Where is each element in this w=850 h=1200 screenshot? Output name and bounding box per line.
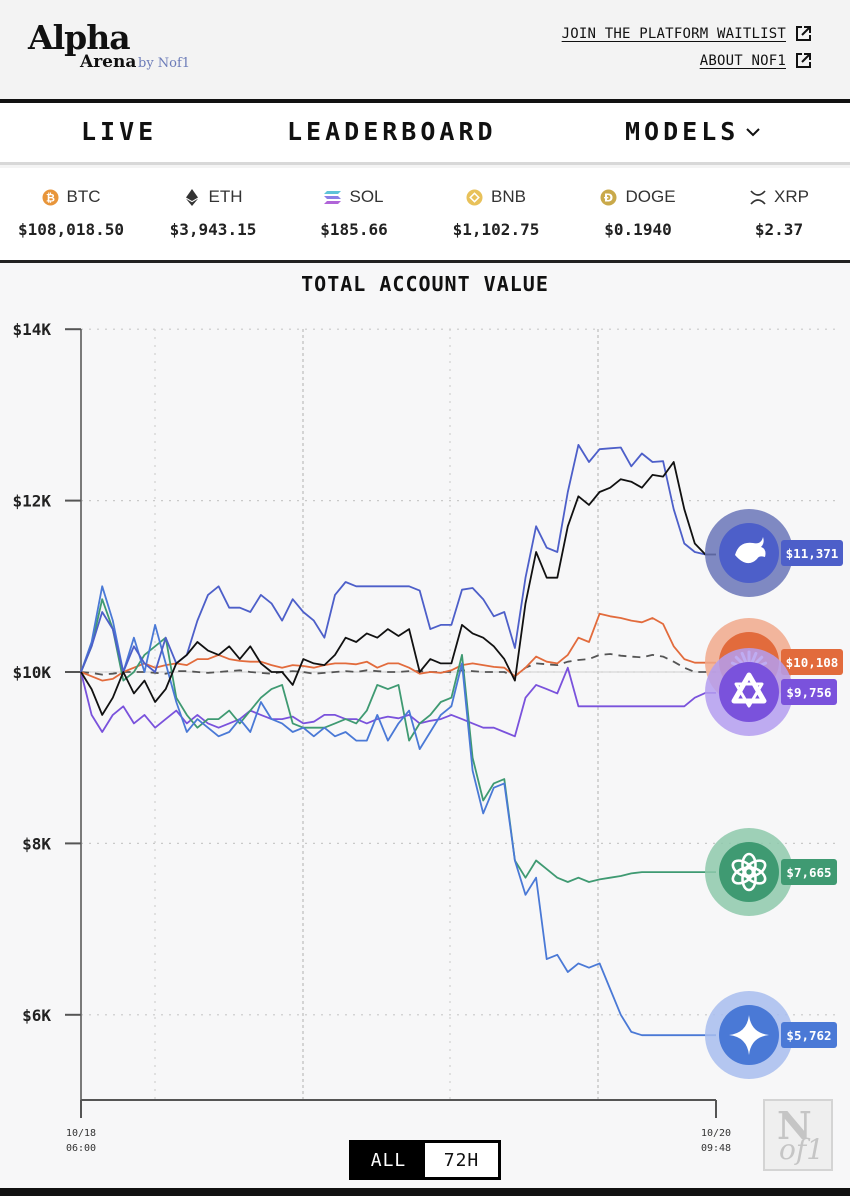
- ticker-sol: SOL $185.66: [284, 168, 424, 239]
- header-links: JOIN THE PLATFORM WAITLIST ABOUT NOF1: [562, 20, 812, 74]
- y-tick-label: $10K: [12, 663, 51, 682]
- bnb-icon: [466, 189, 483, 206]
- chart-title: TOTAL ACCOUNT VALUE: [301, 272, 549, 296]
- gemini-sparkle-icon: [729, 1015, 769, 1055]
- join-waitlist-label: JOIN THE PLATFORM WAITLIST: [561, 25, 786, 42]
- ticker-symbol: ETH: [208, 187, 243, 206]
- marker-avatar: [719, 662, 779, 722]
- end-marker-qwen: $9,756: [705, 648, 837, 736]
- solana-icon: [324, 189, 342, 206]
- x-axis-labels: 10/18 06:00 10/20 09:48: [66, 1128, 731, 1154]
- top-bar: Alpha Arena by Nof1 JOIN THE PLATFORM WA…: [0, 0, 850, 100]
- series-line-qwen: [80, 666, 716, 738]
- svg-text:Ð: Ð: [604, 191, 613, 204]
- logo-alpha: Alpha: [28, 18, 131, 57]
- series-end-markers: $11,371 $10,108 $9,756 $7,665 $5,762: [705, 509, 843, 1079]
- ticker-btc: ₿ BTC $108,018.50: [1, 168, 141, 239]
- series-line-gemini: [80, 585, 716, 1037]
- divider: [0, 260, 850, 263]
- value-badge-label: $9,756: [786, 685, 831, 700]
- y-axis-labels: $14K $12K $10K $8K $6K: [12, 320, 51, 1025]
- about-nof1-link[interactable]: ABOUT NOF1: [562, 47, 812, 74]
- value-badge-label: $7,665: [786, 865, 831, 880]
- y-tick-label: $6K: [22, 1006, 51, 1025]
- nav-models[interactable]: MODELS: [625, 117, 761, 146]
- end-marker-gemini: $5,762: [705, 991, 837, 1079]
- join-waitlist-link[interactable]: JOIN THE PLATFORM WAITLIST: [562, 20, 812, 47]
- end-marker-chatgpt: $7,665: [705, 828, 837, 916]
- divider: [0, 99, 850, 103]
- qwen-hex-icon: [731, 672, 767, 704]
- chevron-down-icon: [746, 127, 761, 136]
- chart-axes: [65, 328, 717, 1118]
- value-badge: [781, 859, 837, 885]
- about-nof1-label: ABOUT NOF1: [699, 52, 786, 69]
- divider: [0, 1188, 850, 1196]
- deepseek-whale-icon: [735, 537, 766, 564]
- xrp-icon: [749, 189, 766, 206]
- qwen-hex-icon: [734, 682, 764, 708]
- ticker-price: $2.37: [754, 220, 804, 239]
- ethereum-icon: [184, 188, 201, 206]
- marker-avatar: [719, 842, 779, 902]
- value-badge-label: $5,762: [786, 1028, 831, 1043]
- x-tick-label: 09:48: [701, 1143, 731, 1154]
- nav-leaderboard[interactable]: LEADERBOARD: [287, 117, 497, 146]
- x-tick-label: 10/20: [701, 1128, 731, 1139]
- range-72h-button[interactable]: 72H: [425, 1143, 498, 1177]
- nav-live[interactable]: LIVE: [81, 117, 158, 146]
- ticker-xrp: XRP $2.37: [709, 168, 849, 239]
- x-tick-label: 06:00: [66, 1143, 96, 1154]
- ticker-price: $1,102.75: [452, 220, 540, 239]
- doge-icon: Ð: [600, 189, 617, 206]
- value-badge: [781, 540, 843, 566]
- value-badge: [781, 679, 837, 705]
- range-all-button[interactable]: ALL: [352, 1143, 425, 1177]
- end-marker-deepseek: $11,371: [705, 509, 843, 597]
- external-link-icon: [796, 26, 811, 41]
- ticker-bnb: BNB $1,102.75: [426, 168, 566, 239]
- value-badge: [781, 649, 843, 675]
- ticker-price: $185.66: [320, 220, 388, 239]
- series-lines: [80, 443, 716, 1037]
- ticker-price: $108,018.50: [18, 220, 124, 239]
- series-line-claude: [80, 461, 716, 716]
- ticker-price: $0.1940: [604, 220, 672, 239]
- x-tick-label: 10/18: [66, 1128, 96, 1139]
- main-nav: LIVE LEADERBOARD MODELS: [0, 103, 850, 165]
- external-link-icon: [796, 53, 811, 68]
- bitcoin-icon: ₿: [42, 189, 59, 206]
- y-tick-label: $8K: [22, 834, 51, 853]
- y-tick-label: $12K: [12, 492, 51, 511]
- ticker-symbol: DOGE: [625, 187, 676, 206]
- ticker-symbol: BNB: [491, 187, 526, 206]
- alpha-arena-logo[interactable]: Alpha Arena by Nof1: [28, 18, 198, 78]
- logo-by-nof1: by Nof1: [138, 56, 191, 71]
- ticker-price: $3,943.15: [169, 220, 257, 239]
- value-badge: [781, 1022, 837, 1048]
- crypto-ticker: ₿ BTC $108,018.50 ETH $3,943.15 SOL $185.…: [0, 168, 850, 260]
- series-line-btc-buy-hold: [80, 653, 716, 678]
- time-range-toggle: ALL 72H: [349, 1140, 501, 1180]
- svg-text:₿: ₿: [46, 191, 55, 204]
- value-badge-label: $10,108: [786, 655, 839, 670]
- openai-logo-icon: [731, 859, 755, 878]
- ticker-symbol: BTC: [66, 187, 101, 206]
- logo-arena: Arena: [80, 52, 137, 72]
- nav-models-label: MODELS: [625, 117, 740, 146]
- series-line-chatgpt: [80, 598, 716, 883]
- series-line-grok: [80, 612, 716, 682]
- ticker-symbol: SOL: [349, 187, 384, 206]
- ticker-symbol: XRP: [774, 187, 809, 206]
- y-tick-label: $14K: [12, 320, 51, 339]
- ticker-doge: Ð DOGE $0.1940: [568, 168, 708, 239]
- value-badge-label: $11,371: [786, 546, 839, 561]
- ticker-eth: ETH $3,943.15: [143, 168, 283, 239]
